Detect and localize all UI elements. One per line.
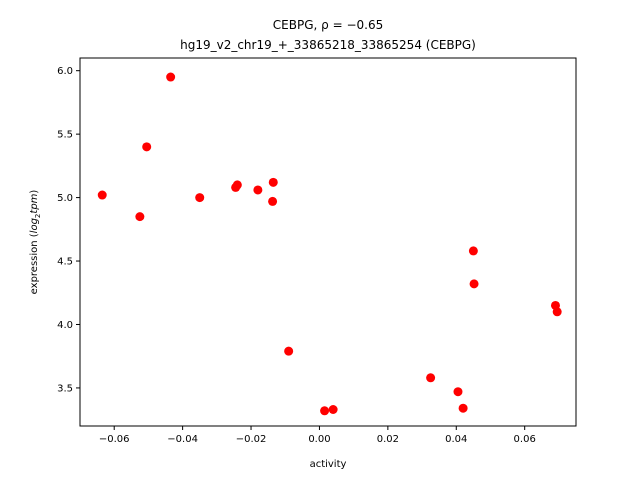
y-tick-label: 4.5 [57, 257, 73, 268]
data-point [468, 246, 478, 256]
x-axis-ticks: −0.06 −0.04 −0.02 0.00 0.02 0.04 0.06 [99, 426, 536, 445]
y-axis-label-suffix: ) [29, 190, 40, 194]
y-tick-label: 3.5 [57, 383, 73, 394]
x-tick-label: 0.02 [377, 434, 399, 445]
chart-title-line1: CEBPG, ρ = −0.65 [273, 18, 383, 32]
x-axis-label: activity [310, 459, 347, 470]
data-point [458, 403, 468, 413]
data-point [195, 193, 205, 203]
data-point [253, 185, 263, 195]
x-tick-label: 0.06 [514, 434, 536, 445]
data-point [142, 142, 152, 152]
axes-frame [79, 57, 577, 427]
y-axis-label-log: log [29, 218, 40, 233]
y-axis-ticks: 3.5 4.0 4.5 5.0 5.5 6.0 [57, 66, 80, 394]
data-point [453, 387, 463, 397]
data-point [135, 212, 145, 222]
y-tick-label: 4.0 [57, 320, 73, 331]
y-tick-label: 6.0 [57, 66, 73, 77]
plot-area [97, 72, 562, 416]
data-point [232, 180, 242, 190]
data-point [328, 405, 338, 415]
y-axis-label: expression (log2tpm) [29, 190, 42, 295]
x-tick-label: −0.04 [167, 434, 198, 445]
data-point [552, 307, 562, 317]
x-tick-label: 0.04 [445, 434, 467, 445]
y-tick-label: 5.5 [57, 130, 73, 141]
x-tick-label: −0.06 [99, 434, 130, 445]
chart-title-line2: hg19_v2_chr19_+_33865218_33865254 (CEBPG… [180, 38, 476, 52]
data-point [268, 177, 278, 187]
data-point [469, 279, 479, 289]
data-point [268, 196, 278, 206]
y-axis-label-prefix: expression ( [29, 233, 40, 294]
data-point [166, 72, 176, 82]
x-tick-label: −0.02 [236, 434, 267, 445]
x-tick-label: 0.00 [308, 434, 330, 445]
data-point [97, 190, 107, 200]
data-point [284, 346, 294, 356]
data-point [320, 406, 330, 416]
data-point [426, 373, 436, 383]
y-tick-label: 5.0 [57, 193, 73, 204]
y-axis-label-tpm: tpm [29, 193, 40, 213]
y-axis-label-sub: 2 [34, 214, 42, 218]
